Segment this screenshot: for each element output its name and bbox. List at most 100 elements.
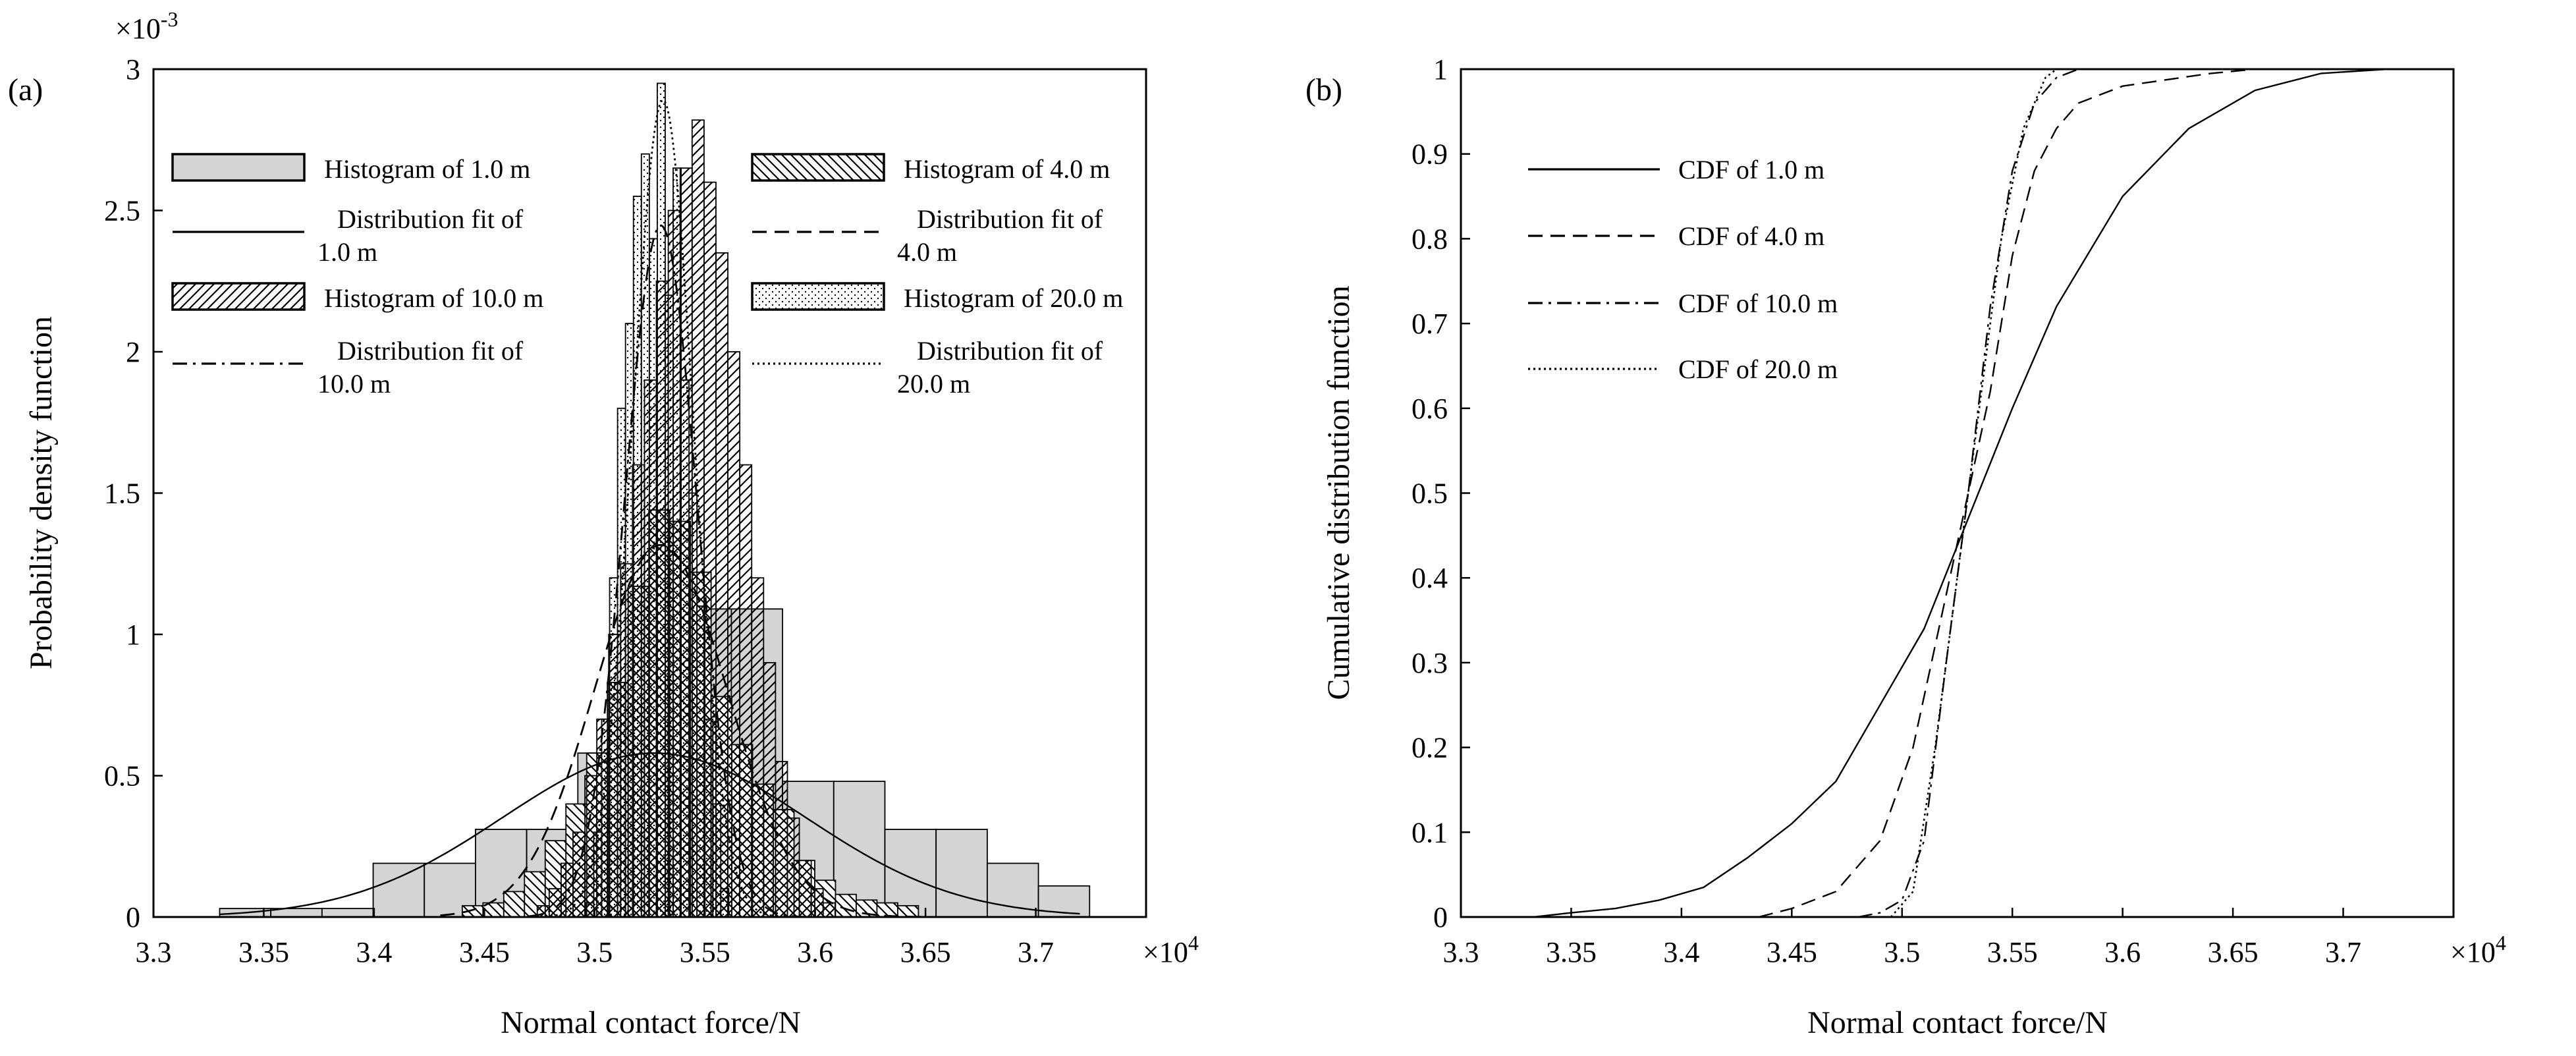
panel-b-legend: CDF of 1.0 m CDF of 4.0 m CDF of 10.0 m CDF… bbox=[1528, 155, 1838, 384]
legend-label: Histogram of 10.0 m bbox=[324, 283, 543, 313]
histogram-of-20-0-m-bar bbox=[712, 803, 722, 918]
histogram-of-20-0-m-bar bbox=[648, 238, 658, 918]
legend-label: Histogram of 4.0 m bbox=[904, 154, 1110, 184]
distribution-fit-of-1-0-m-curve bbox=[219, 752, 1080, 916]
panel-a-y-ticks: 0 0.5 1 1.5 2 2.5 3 bbox=[104, 53, 163, 933]
panel-a-x-multiplier: ×104 bbox=[1143, 931, 1199, 968]
panel-a-y-tick-label: 0 bbox=[126, 901, 140, 933]
panel-a-x-ticks: 3.3 3.35 3.4 3.45 3.5 3.55 3.6 3.65 3.7 bbox=[136, 908, 1147, 968]
panel-a-y-axis-label: Probability density function bbox=[24, 316, 59, 669]
histogram-of-1-0-m-bar bbox=[321, 908, 374, 918]
panel-b-x-tick-label: 3.6 bbox=[2104, 936, 2141, 968]
panel-a-legend-entry: Histogram of 4.0 m bbox=[751, 153, 1110, 184]
panel-b-x-tick-label: 3.3 bbox=[1443, 936, 1479, 968]
panel-b-x-ticks: 3.3 3.35 3.4 3.45 3.5 3.55 3.6 3.65 3.7 bbox=[1443, 908, 2455, 968]
panel-a-y-tick-label: 1.5 bbox=[104, 478, 140, 510]
legend-label: Distribution fit of bbox=[917, 204, 1103, 234]
legend-label: CDF of 20.0 m bbox=[1678, 354, 1838, 384]
histogram-of-1-0-m-bar bbox=[935, 829, 988, 918]
legend-label: 10.0 m bbox=[317, 369, 391, 399]
panel-a-y-multiplier-exp: -3 bbox=[161, 7, 178, 31]
panel-b-x-tick-label: 3.55 bbox=[1987, 936, 2038, 968]
histogram-of-20-0-m-bar bbox=[609, 577, 618, 918]
panel-b-y-tick-label: 0 bbox=[1433, 901, 1448, 933]
panel-b-x-tick-label: 3.7 bbox=[2325, 936, 2361, 968]
panel-b-plot-frame bbox=[1460, 68, 2455, 918]
panel-b-y-axis-label: Cumulative distribution function bbox=[1321, 285, 1356, 700]
panel-b-x-tick-label: 3.45 bbox=[1767, 936, 1817, 968]
panel-a: (a) ×10-3 3.3 3.35 3.4 3.45 3.5 3.55 3.6 3.65 3.… bbox=[8, 7, 1199, 1040]
panel-a-x-tick-label: 3.4 bbox=[356, 936, 392, 968]
cdf-of-10-0-m-line bbox=[1857, 68, 2079, 918]
panel-a-x-tick-label: 3.7 bbox=[1018, 936, 1054, 968]
histogram-of-10-0-m-bar bbox=[751, 577, 765, 918]
panel-b-legend-entry: CDF of 10.0 m bbox=[1528, 289, 1838, 318]
legend-label: CDF of 1.0 m bbox=[1678, 155, 1824, 184]
histogram-of-10-0-m-bar bbox=[798, 860, 812, 918]
panel-b-x-tick-label: 3.5 bbox=[1884, 936, 1920, 968]
legend-swatch-slash bbox=[171, 282, 306, 311]
legend-swatch-gray bbox=[171, 153, 306, 182]
panel-a-histograms bbox=[219, 82, 1091, 918]
panel-b-y-tick-label: 0.5 bbox=[1411, 478, 1448, 510]
legend-label: Distribution fit of bbox=[337, 204, 524, 234]
panel-a-x-tick-label: 3.3 bbox=[136, 936, 172, 968]
panel-a-legend: Histogram of 1.0 m Distribution fit of1.0… bbox=[171, 153, 1123, 399]
histogram-of-4-0-m-bar bbox=[897, 904, 919, 918]
histogram-of-10-0-m-bar bbox=[822, 902, 836, 918]
histogram-of-10-0-m-bar bbox=[775, 761, 788, 918]
histogram-of-20-0-m-bar bbox=[601, 718, 611, 918]
histogram-of-4-0-m-bar bbox=[503, 891, 526, 918]
panel-b-y-tick-label: 0.3 bbox=[1411, 647, 1448, 679]
distribution-fit-of-4-0-m-curve bbox=[440, 543, 926, 918]
legend-label: Distribution fit of bbox=[917, 336, 1103, 366]
cdf-of-20-0-m-line bbox=[1890, 68, 2057, 918]
cdf-of-1-0-m-line bbox=[1533, 68, 2388, 918]
histogram-of-20-0-m-bar bbox=[617, 407, 626, 918]
panel-a-fit-curves bbox=[219, 99, 1080, 918]
panel-b-y-tick-label: 0.4 bbox=[1411, 562, 1448, 594]
panel-a-y-tick-label: 0.5 bbox=[104, 760, 140, 792]
panel-a-y-multiplier: ×10-3 bbox=[115, 7, 178, 45]
panel-b-x-tick-label: 3.35 bbox=[1546, 936, 1597, 968]
legend-swatch-dots bbox=[751, 282, 885, 311]
panel-a-legend-entry: Histogram of 20.0 m bbox=[751, 282, 1123, 313]
histogram-of-1-0-m-bar bbox=[986, 862, 1039, 918]
panel-a-x-tick-label: 3.35 bbox=[238, 936, 289, 968]
panel-b-y-tick-label: 0.8 bbox=[1411, 223, 1448, 255]
histogram-of-20-0-m-bar bbox=[672, 167, 682, 918]
panel-a-label: (a) bbox=[8, 72, 43, 107]
panel-b-y-tick-label: 0.6 bbox=[1411, 393, 1448, 425]
panel-a-legend-entry: Histogram of 1.0 m bbox=[171, 153, 530, 184]
cdf-of-4-0-m-line bbox=[1758, 68, 2255, 918]
panel-b-y-tick-label: 0.7 bbox=[1411, 308, 1448, 340]
panel-a-x-tick-label: 3.65 bbox=[900, 936, 951, 968]
panel-b-y-tick-label: 0.2 bbox=[1411, 732, 1448, 764]
panel-a-legend-entry: Histogram of 10.0 m bbox=[171, 282, 543, 313]
panel-a-y-tick-label: 2.5 bbox=[104, 195, 140, 227]
legend-label: CDF of 10.0 m bbox=[1678, 289, 1838, 318]
distribution-fit-of-20-0-m-curve bbox=[550, 99, 794, 918]
panel-a-x-multiplier-exp: 4 bbox=[1188, 931, 1199, 955]
panel-b-x-multiplier-exp: 4 bbox=[2496, 931, 2506, 955]
distribution-fit-of-10-0-m-curve bbox=[528, 224, 815, 918]
histogram-of-10-0-m-bar bbox=[786, 817, 800, 918]
panel-b-legend-entry: CDF of 4.0 m bbox=[1528, 221, 1824, 251]
legend-label: Distribution fit of bbox=[337, 336, 524, 366]
panel-b-y-tick-label: 1 bbox=[1433, 53, 1448, 86]
panel-b-x-multiplier: ×104 bbox=[2450, 931, 2506, 968]
histogram-of-20-0-m-bar bbox=[688, 492, 698, 918]
histogram-of-20-0-m-bar bbox=[704, 718, 714, 918]
panel-b-x-tick-label: 3.65 bbox=[2208, 936, 2259, 968]
panel-b: (b) 3.3 3.35 3.4 3.45 3.5 3.55 3.6 3.65 3.7 0 0.1… bbox=[1305, 53, 2506, 1040]
legend-label: Histogram of 20.0 m bbox=[904, 283, 1123, 313]
panel-a-x-axis-label: Normal contact force/N bbox=[501, 1005, 801, 1040]
histogram-of-20-0-m-bar bbox=[680, 379, 690, 918]
legend-label: 20.0 m bbox=[897, 369, 970, 399]
panel-a-legend-entry: Distribution fit of1.0 m bbox=[173, 204, 524, 267]
legend-swatch-backslash bbox=[751, 153, 885, 182]
panel-a-x-tick-label: 3.55 bbox=[680, 936, 730, 968]
histogram-of-10-0-m-bar bbox=[810, 888, 824, 918]
